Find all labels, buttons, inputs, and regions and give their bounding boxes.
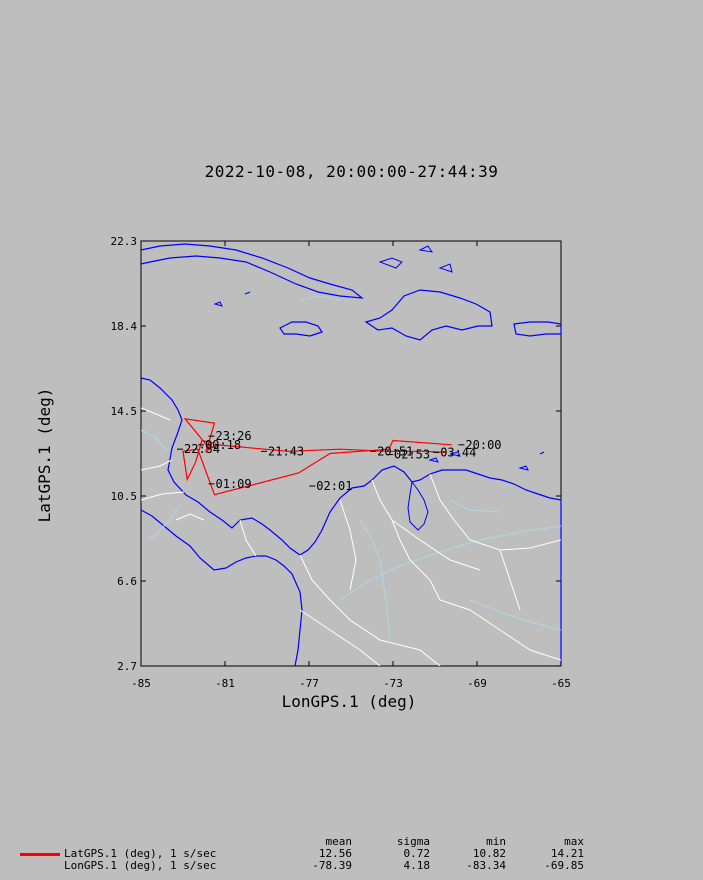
flight-track	[182, 417, 452, 496]
y-tick-label: 2.7	[117, 660, 137, 673]
cuba-coastline	[141, 243, 364, 299]
stat-lon-max: -69.85	[544, 859, 584, 872]
stat-lon-mean: -78.39	[312, 859, 352, 872]
time-label: 02:53	[394, 448, 430, 462]
time-label: 21:43	[268, 444, 304, 458]
time-label: 01:09	[216, 477, 252, 491]
time-label: 20:00	[465, 438, 501, 452]
page-title: 2022-10-08, 20:00:00-27:44:39	[204, 162, 499, 181]
stats-row-lat: LatGPS.1 (deg), 1 s/sec 12.56 0.72 10.82…	[0, 848, 703, 860]
stat-lat-max: 14.21	[550, 847, 584, 860]
time-label: 02:01	[316, 479, 352, 493]
time-label: 23:26	[216, 429, 252, 443]
stat-lat-min: 10.82	[472, 847, 506, 860]
header-max: max	[564, 835, 584, 848]
stat-lon-min: -83.34	[466, 859, 506, 872]
header-min: min	[486, 835, 506, 848]
plot-frame	[140, 240, 562, 667]
legend-line-red	[20, 853, 60, 856]
y-tick-label: 14.5	[111, 405, 138, 418]
stats-name-lat: LatGPS.1 (deg), 1 s/sec	[64, 847, 217, 860]
x-tick-label: -69	[467, 677, 487, 690]
time-label: 00:18	[205, 438, 241, 452]
x-tick-label: -81	[215, 677, 235, 690]
y-axis-ticks: 22.3 18.4 14.5 10.5 6.6 2.7	[111, 235, 561, 673]
abc-islands-coastline	[428, 451, 545, 471]
rivers	[141, 295, 561, 641]
bahamas-coastline	[213, 245, 453, 307]
y-tick-label: 18.4	[111, 320, 138, 333]
header-sigma: sigma	[396, 835, 430, 848]
header-mean: mean	[325, 835, 353, 848]
time-label: 20:51	[377, 444, 413, 458]
stat-lat-sigma: 0.72	[403, 847, 431, 860]
stats-row-lon: LonGPS.1 (deg), 1 s/sec -78.39 4.18 -83.…	[0, 860, 703, 872]
stat-lat-mean: 12.56	[318, 847, 352, 860]
x-tick-label: -73	[383, 677, 403, 690]
time-label: 22:34	[184, 442, 220, 456]
jamaica-coastline	[279, 321, 323, 337]
y-tick-label: 6.6	[117, 575, 137, 588]
y-axis-label: LatGPS.1 (deg)	[35, 388, 54, 523]
maracaibo-coastline	[407, 480, 429, 531]
mainland-coastline	[141, 377, 561, 666]
x-tick-label: -65	[551, 677, 571, 690]
x-axis-label: LonGPS.1 (deg)	[282, 692, 417, 711]
puerto-rico-coastline	[513, 321, 561, 337]
stat-lon-sigma: 4.18	[403, 859, 431, 872]
x-tick-label: -77	[299, 677, 319, 690]
basemap	[141, 243, 561, 666]
stats-header-row: mean sigma min max	[0, 836, 703, 848]
hispaniola-coastline	[364, 289, 493, 341]
time-label: 03:44	[440, 445, 476, 459]
y-tick-label: 10.5	[111, 490, 138, 503]
x-tick-label: -85	[131, 677, 151, 690]
x-axis-ticks: -85 -81 -77 -73 -69 -65	[131, 241, 571, 690]
borders	[141, 407, 561, 666]
statistics-table: mean sigma min max LatGPS.1 (deg), 1 s/s…	[0, 836, 703, 872]
stats-name-lon: LonGPS.1 (deg), 1 s/sec	[64, 859, 217, 872]
y-tick-label: 22.3	[111, 235, 138, 248]
